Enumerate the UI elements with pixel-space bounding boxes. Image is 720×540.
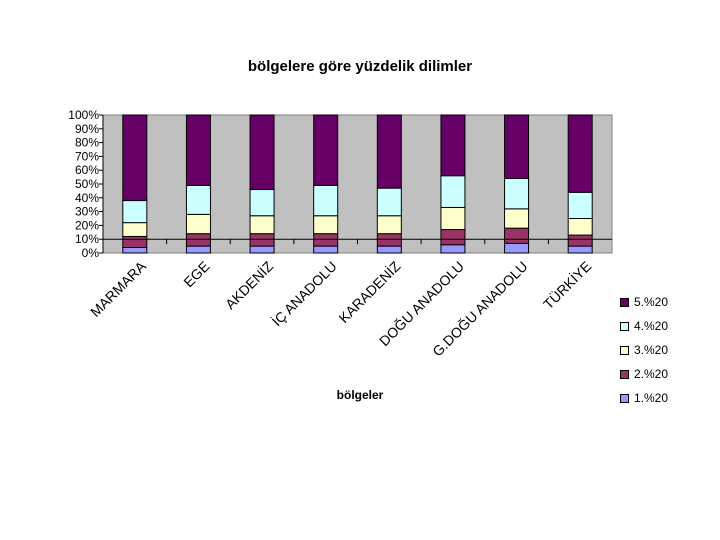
- bar-segment: [567, 218, 593, 236]
- bar-segment: [122, 246, 148, 254]
- legend-label-3: 3.%20: [634, 343, 669, 357]
- bar-segment: [249, 215, 275, 235]
- bar-segment: [504, 227, 530, 244]
- bar-segment: [504, 114, 530, 179]
- x-tick-label: EGE: [180, 258, 212, 290]
- bar-segment: [440, 175, 466, 208]
- legend-label-4: 4.%20: [634, 319, 669, 333]
- bar-segment: [249, 189, 275, 217]
- bar-segment: [504, 177, 530, 210]
- bar-segment: [567, 245, 593, 254]
- bar-segment: [185, 114, 211, 186]
- x-tick-label: TÜRKİYE: [539, 257, 594, 312]
- bar-segment: [567, 191, 593, 219]
- x-axis-title: bölgeler: [336, 388, 384, 402]
- bar-segment: [122, 222, 148, 237]
- y-tick-label: 50%: [75, 177, 99, 191]
- bar-segment: [313, 184, 339, 217]
- bar-segment: [504, 208, 530, 229]
- x-tick-label: KARADENİZ: [335, 257, 404, 326]
- legend-swatch-4: [620, 321, 629, 331]
- bar-segment: [313, 245, 339, 254]
- plot-area: [102, 114, 613, 254]
- bar-segment: [440, 206, 466, 231]
- bar-segment: [249, 245, 275, 254]
- legend-label-1: 1.%20: [634, 391, 669, 405]
- y-tick-label: 60%: [75, 163, 99, 177]
- y-tick-label: 40%: [75, 191, 99, 205]
- y-tick-label: 90%: [75, 122, 99, 136]
- bar-segment: [440, 244, 466, 254]
- bar-segment: [376, 114, 402, 189]
- bar-segment: [185, 245, 211, 254]
- legend-label-5: 5.%20: [634, 295, 669, 309]
- bar-segment: [122, 114, 148, 202]
- bar-segment: [376, 215, 402, 235]
- legend-item-5: 5.%20: [620, 290, 710, 314]
- bar-segment: [440, 114, 466, 177]
- legend-item-1: 1.%20: [620, 386, 710, 410]
- bar-segment: [376, 245, 402, 254]
- bar-segment: [504, 242, 530, 254]
- bar-segment: [185, 213, 211, 235]
- y-tick-label: 70%: [75, 149, 99, 163]
- y-tick-label: 0%: [82, 246, 100, 260]
- bar-segment: [567, 114, 593, 193]
- bar-segment: [376, 233, 402, 247]
- y-tick-label: 10%: [75, 232, 99, 246]
- y-tick-label: 80%: [75, 136, 99, 150]
- legend-swatch-3: [620, 345, 629, 355]
- legend-item-4: 4.%20: [620, 314, 710, 338]
- legend-swatch-1: [620, 393, 629, 403]
- y-tick-label: 100%: [68, 108, 99, 122]
- legend-swatch-2: [620, 369, 629, 379]
- bar-segment: [185, 233, 211, 247]
- x-tick-label: MARMARA: [87, 258, 149, 320]
- bar-segment: [376, 187, 402, 217]
- bar-segment: [313, 233, 339, 247]
- bar-segment: [313, 215, 339, 235]
- bar-segment: [249, 114, 275, 191]
- bar-segment: [440, 229, 466, 246]
- legend: 5.%20 4.%20 3.%20 2.%20 1.%20: [620, 290, 710, 410]
- x-tick-label: İÇ ANADOLU: [268, 257, 340, 329]
- x-tick-label: AKDENİZ: [221, 257, 276, 312]
- legend-label-2: 2.%20: [634, 367, 669, 381]
- y-tick-label: 30%: [75, 205, 99, 219]
- bar-segment: [122, 200, 148, 224]
- legend-swatch-5: [620, 297, 629, 307]
- legend-item-3: 3.%20: [620, 338, 710, 362]
- bar-segment: [122, 235, 148, 248]
- legend-item-2: 2.%20: [620, 362, 710, 386]
- bar-segment: [185, 184, 211, 215]
- chart-title: bölgelere göre yüzdelik dilimler: [247, 58, 473, 75]
- bar-segment: [567, 234, 593, 247]
- bar-segment: [249, 233, 275, 247]
- y-tick-label: 20%: [75, 218, 99, 232]
- bar-segment: [313, 114, 339, 186]
